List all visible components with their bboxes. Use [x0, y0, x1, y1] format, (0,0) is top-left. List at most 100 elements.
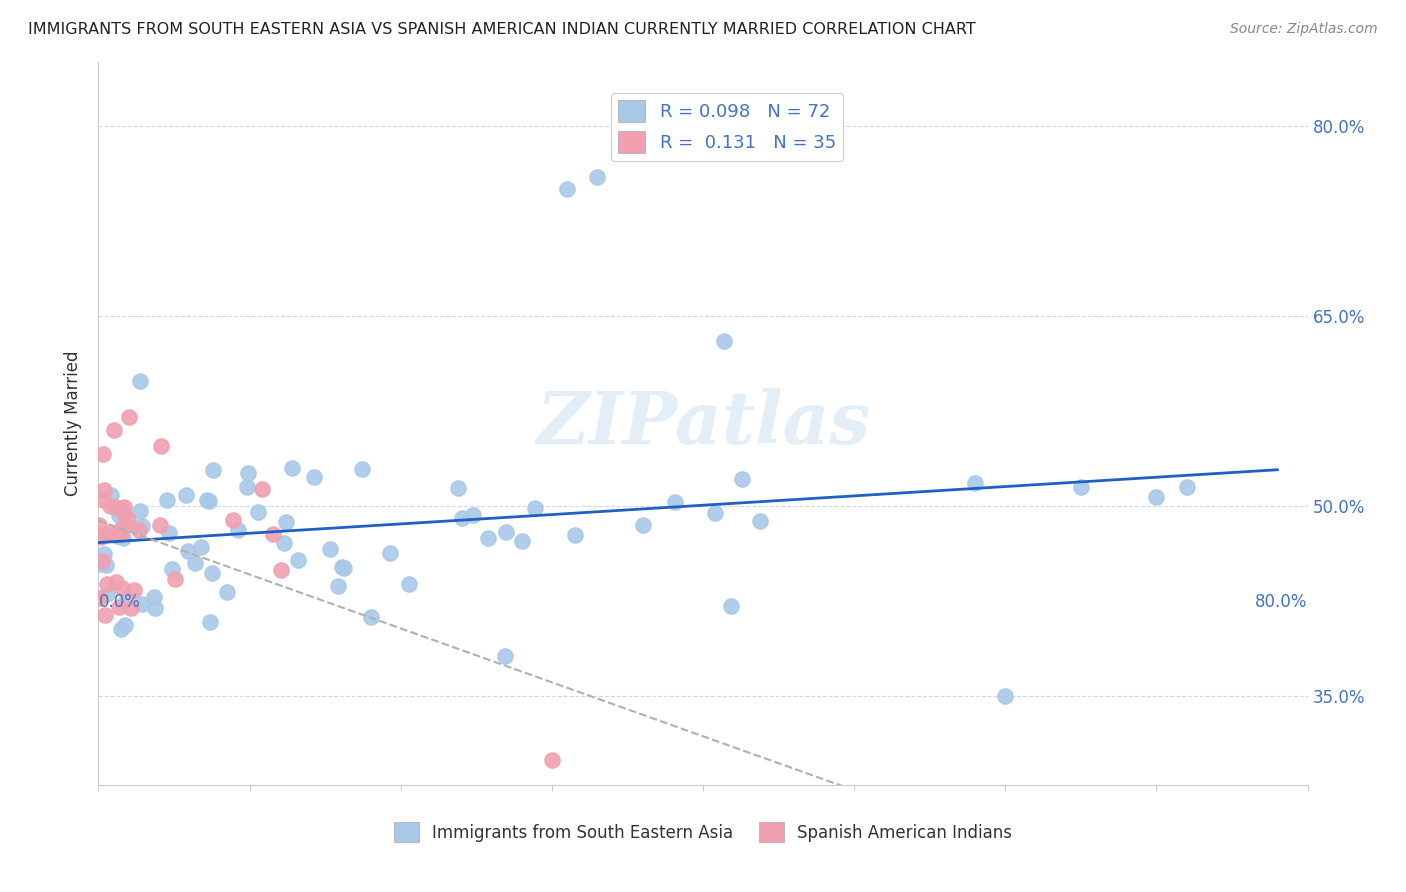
Point — [98, 499, 121, 513]
Point — [965, 475, 987, 490]
Point — [165, 572, 187, 586]
Point — [319, 541, 342, 556]
Point — [150, 439, 173, 453]
Point — [90, 554, 112, 568]
Point — [142, 590, 165, 604]
Point — [524, 501, 547, 516]
Text: IMMIGRANTS FROM SOUTH EASTERN ASIA VS SPANISH AMERICAN INDIAN CURRENTLY MARRIED : IMMIGRANTS FROM SOUTH EASTERN ASIA VS SP… — [28, 22, 976, 37]
Point — [713, 334, 735, 349]
Point — [117, 591, 139, 606]
Point — [91, 447, 114, 461]
Point — [287, 553, 309, 567]
Point — [104, 574, 127, 589]
Point — [156, 493, 179, 508]
Point — [201, 463, 224, 477]
Point — [110, 522, 132, 536]
Point — [217, 585, 239, 599]
Point — [117, 512, 139, 526]
Point — [143, 600, 166, 615]
Point — [495, 525, 517, 540]
Point — [114, 617, 136, 632]
Point — [1144, 490, 1167, 504]
Point — [97, 525, 120, 540]
Point — [87, 591, 110, 606]
Point — [129, 374, 152, 388]
Point — [1175, 480, 1198, 494]
Point — [664, 495, 686, 509]
Point — [195, 493, 218, 508]
Point — [360, 610, 382, 624]
Text: 0.0%: 0.0% — [98, 593, 141, 612]
Point — [108, 508, 131, 522]
Point — [731, 472, 754, 486]
Point — [110, 526, 132, 541]
Point — [129, 504, 152, 518]
Point — [110, 622, 132, 636]
Point — [564, 527, 586, 541]
Point — [149, 517, 172, 532]
Point — [93, 608, 115, 623]
Point — [114, 518, 136, 533]
Y-axis label: Currently Married: Currently Married — [65, 351, 83, 497]
Point — [120, 601, 142, 615]
Point — [273, 536, 295, 550]
Point — [398, 577, 420, 591]
Point — [112, 500, 135, 514]
Point — [174, 488, 197, 502]
Point — [463, 508, 485, 523]
Point — [105, 529, 128, 543]
Legend: Immigrants from South Eastern Asia, Spanish American Indians: Immigrants from South Eastern Asia, Span… — [388, 815, 1018, 849]
Point — [96, 577, 118, 591]
Text: ZIPatlas: ZIPatlas — [536, 388, 870, 459]
Point — [510, 533, 533, 548]
Point — [93, 528, 115, 542]
Point — [274, 515, 297, 529]
Point — [157, 526, 180, 541]
Point — [704, 506, 727, 520]
Point — [447, 481, 470, 495]
Point — [994, 690, 1017, 704]
Point — [333, 561, 356, 575]
Point — [250, 482, 273, 496]
Point — [236, 466, 259, 480]
Point — [631, 517, 654, 532]
Point — [100, 488, 122, 502]
Point — [246, 505, 269, 519]
Point — [1070, 480, 1092, 494]
Point — [111, 531, 134, 545]
Point — [720, 599, 742, 613]
Point — [131, 597, 153, 611]
Point — [160, 562, 183, 576]
Point — [104, 500, 127, 515]
Point — [494, 649, 516, 664]
Point — [108, 500, 131, 515]
Point — [378, 546, 401, 560]
Point — [198, 615, 221, 630]
Point — [93, 547, 115, 561]
Point — [177, 544, 200, 558]
Point — [103, 423, 125, 437]
Point — [451, 511, 474, 525]
Point — [184, 556, 207, 570]
Point — [477, 531, 499, 545]
Point — [200, 566, 222, 580]
Point — [540, 753, 562, 767]
Point — [112, 506, 135, 520]
Point — [326, 579, 349, 593]
Point — [330, 559, 353, 574]
Point — [90, 557, 112, 571]
Point — [352, 461, 374, 475]
Point — [236, 480, 259, 494]
Point — [96, 587, 118, 601]
Point — [304, 470, 326, 484]
Point — [131, 519, 153, 533]
Point — [91, 492, 114, 507]
Point — [198, 494, 221, 508]
Point — [222, 513, 245, 527]
Point — [586, 169, 609, 184]
Point — [90, 530, 112, 544]
Point — [128, 523, 150, 537]
Point — [281, 460, 304, 475]
Point — [749, 514, 772, 528]
Point — [111, 581, 134, 595]
